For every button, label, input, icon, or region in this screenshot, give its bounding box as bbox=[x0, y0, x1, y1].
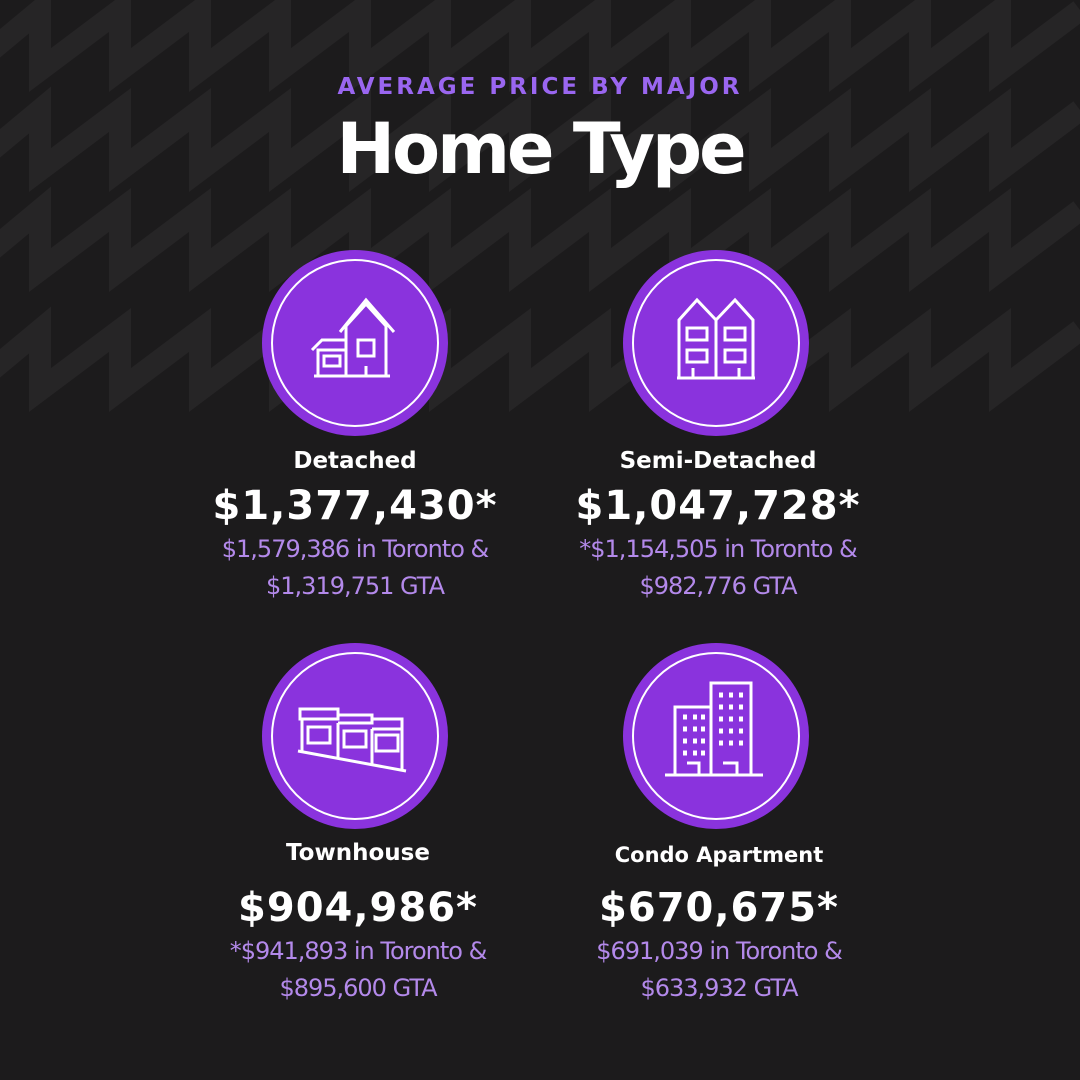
item: Detached $1,377,430* $1,579,386 in Toron… bbox=[145, 441, 565, 605]
detail: $1,319,751 GTA bbox=[266, 572, 445, 600]
detail: $895,600 GTA bbox=[279, 974, 437, 1002]
detail: $982,776 GTA bbox=[639, 572, 797, 600]
title: Home Type bbox=[336, 108, 746, 190]
price: $904,986* bbox=[238, 885, 478, 931]
item: Townhouse $904,986* *$941,893 in Toronto… bbox=[148, 833, 568, 1007]
detached-icon bbox=[262, 250, 448, 436]
price: $670,675* bbox=[599, 885, 839, 931]
item: Semi-Detached $1,047,728* *$1,154,505 in… bbox=[508, 441, 928, 605]
label: Semi-Detached bbox=[619, 448, 817, 474]
condo-icon bbox=[623, 643, 809, 829]
detail: $1,579,386 in Toronto & bbox=[221, 535, 490, 563]
price: $1,377,430* bbox=[212, 483, 498, 529]
townhouse-icon bbox=[262, 643, 448, 829]
label: Condo Apartment bbox=[614, 843, 824, 867]
price: $1,047,728* bbox=[575, 483, 861, 529]
label: Townhouse bbox=[286, 840, 430, 866]
detail: $691,039 in Toronto & bbox=[596, 937, 843, 965]
semi-detached-icon bbox=[623, 250, 809, 436]
subtitle: AVERAGE PRICE BY MAJOR bbox=[337, 74, 743, 100]
detail: *$1,154,505 in Toronto & bbox=[579, 535, 858, 563]
detail: *$941,893 in Toronto & bbox=[229, 937, 488, 965]
detail: $633,932 GTA bbox=[640, 974, 798, 1002]
item: Condo Apartment $670,675* $691,039 in To… bbox=[509, 835, 929, 1007]
label: Detached bbox=[293, 448, 417, 474]
